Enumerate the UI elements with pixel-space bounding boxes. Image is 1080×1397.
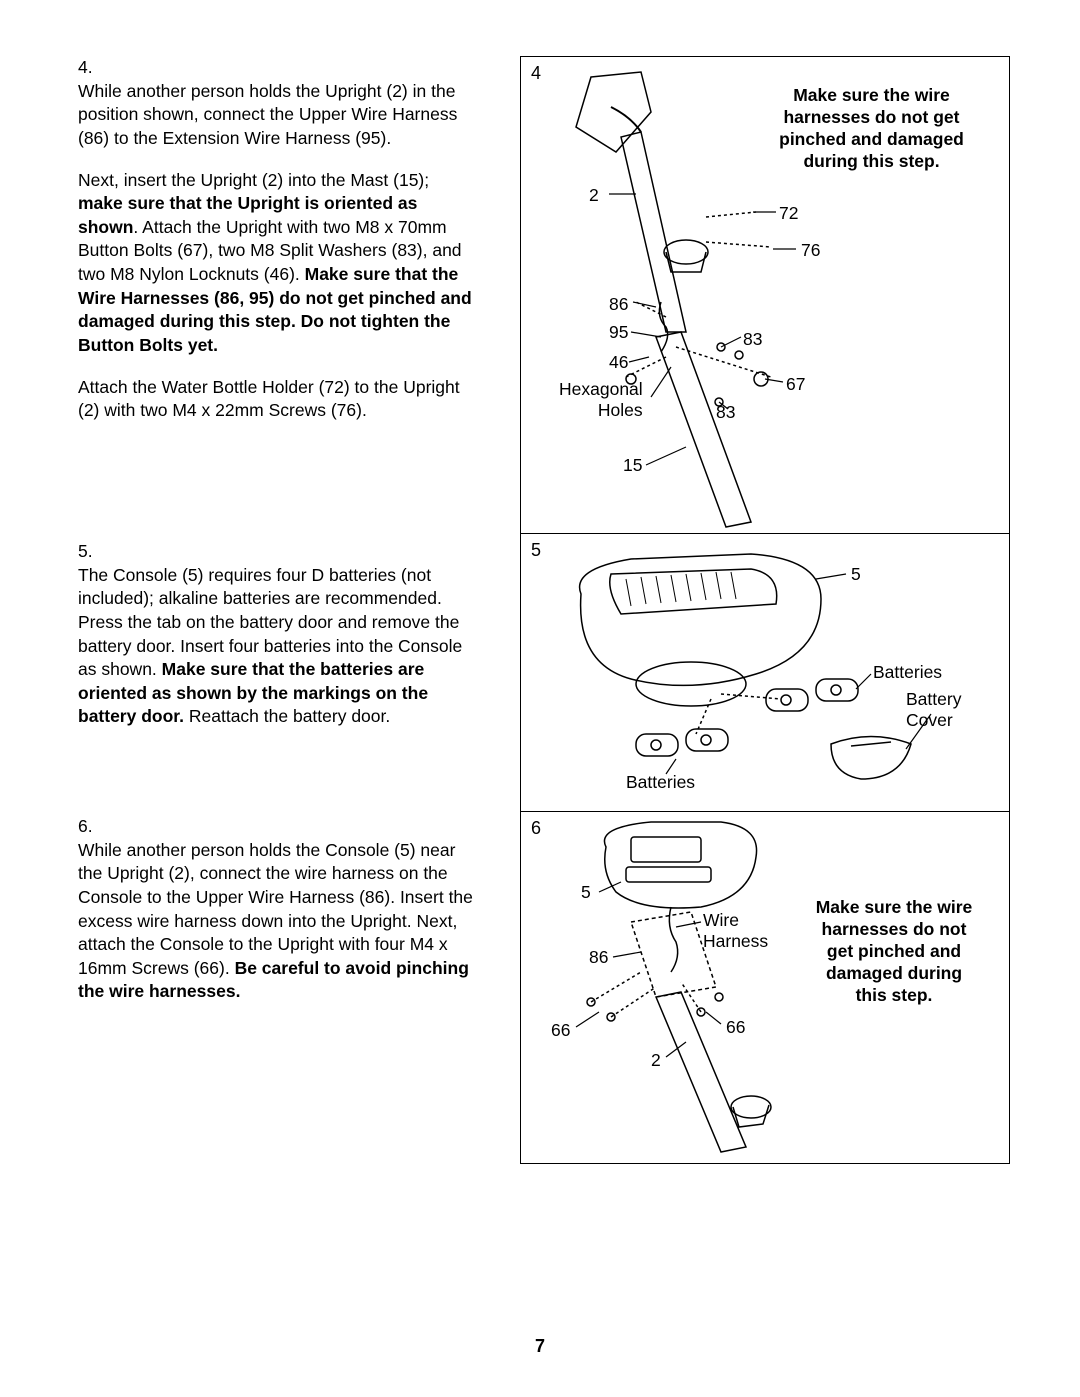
step5-number: 5. — [78, 540, 106, 564]
step6-body: While another person holds the Console (… — [78, 839, 478, 1022]
d6-label-2: 2 — [651, 1050, 661, 1071]
d5-label-cover: Battery Cover — [906, 689, 961, 731]
d5-label-batteries-r: Batteries — [873, 662, 942, 683]
manual-page: 4. While another person holds the Uprigh… — [0, 0, 1080, 1397]
step4-text: 4. While another person holds the Uprigh… — [78, 56, 508, 441]
d6-label-wire: Wire Harness — [703, 910, 768, 952]
diagram6-svg — [521, 812, 1011, 1164]
step6-number: 6. — [78, 815, 106, 839]
step6-text: 6. While another person holds the Consol… — [78, 815, 508, 1022]
d4-label-46: 46 — [609, 352, 628, 373]
step5-body: The Console (5) requires four D batterie… — [78, 564, 478, 747]
page-number: 7 — [0, 1336, 1080, 1357]
diagram4-svg — [521, 57, 1011, 535]
step5-p1c: Reattach the battery door. — [184, 706, 390, 726]
d4-label-hex: Hexagonal Holes — [559, 379, 643, 421]
d4-label-2: 2 — [589, 185, 599, 206]
d5-label-batteries-b: Batteries — [626, 772, 695, 793]
d6-label-66b: 66 — [726, 1017, 745, 1038]
d4-label-15: 15 — [623, 455, 642, 476]
step4-p2a: Next, insert the Upright (2) into the Ma… — [78, 170, 429, 190]
d4-label-76: 76 — [801, 240, 820, 261]
diagram-panel-4: 4 Make sure the wire harnesses do not ge… — [520, 56, 1010, 534]
step4-body: While another person holds the Upright (… — [78, 80, 478, 441]
step4-number: 4. — [78, 56, 106, 80]
step4-p3: Attach the Water Bottle Holder (72) to t… — [78, 377, 460, 421]
d6-label-86: 86 — [589, 947, 608, 968]
d6-label-66a: 66 — [551, 1020, 570, 1041]
diagram-panel-5: 5 — [520, 534, 1010, 812]
d5-label-5: 5 — [851, 564, 861, 585]
d4-label-86: 86 — [609, 294, 628, 315]
d4-label-83b: 83 — [716, 402, 735, 423]
step4-p1: While another person holds the Upright (… — [78, 81, 457, 148]
diagram-panel-6: 6 Make sure the wire harnesses do not ge… — [520, 812, 1010, 1164]
d4-label-67: 67 — [786, 374, 805, 395]
d6-label-5: 5 — [581, 882, 591, 903]
step5-text: 5. The Console (5) requires four D batte… — [78, 540, 508, 747]
d4-label-83a: 83 — [743, 329, 762, 350]
d4-label-95: 95 — [609, 322, 628, 343]
d4-label-72: 72 — [779, 203, 798, 224]
